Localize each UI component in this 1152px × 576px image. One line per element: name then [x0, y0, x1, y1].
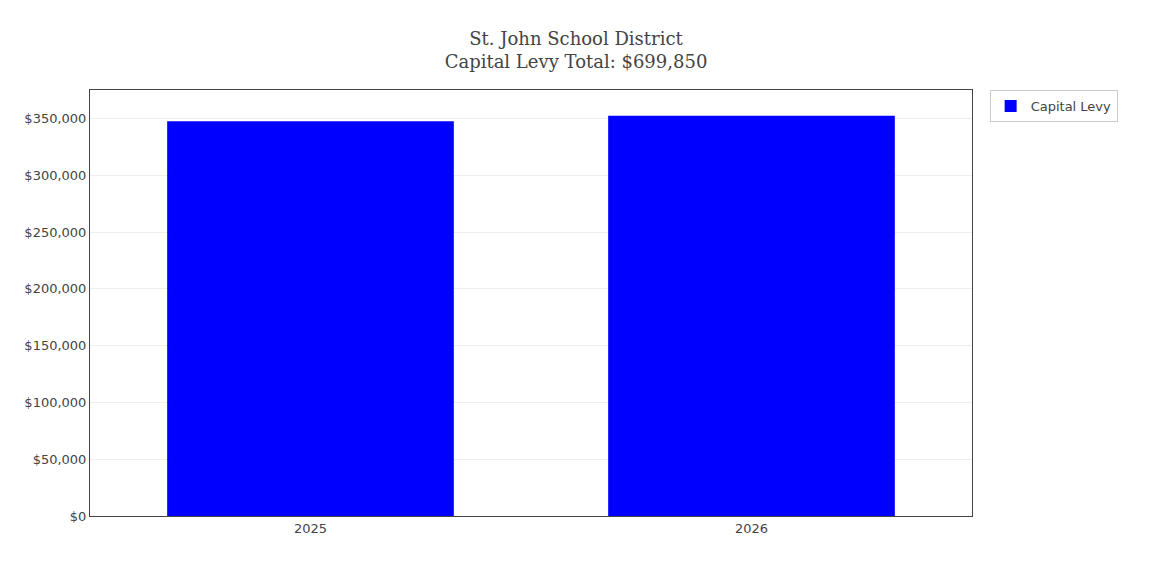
svg-text:$0: $0 — [70, 509, 87, 524]
svg-text:2026: 2026 — [735, 521, 768, 536]
svg-text:$200,000: $200,000 — [24, 281, 86, 296]
svg-text:Capital Levy: Capital Levy — [1031, 99, 1111, 114]
svg-text:$50,000: $50,000 — [33, 452, 87, 467]
svg-text:2025: 2025 — [294, 521, 327, 536]
svg-text:$250,000: $250,000 — [24, 225, 86, 240]
svg-text:$150,000: $150,000 — [24, 338, 86, 353]
svg-text:St. John School DistrictCapita: St. John School DistrictCapital Levy Tot… — [445, 28, 708, 72]
svg-text:$100,000: $100,000 — [24, 395, 86, 410]
svg-text:$300,000: $300,000 — [24, 168, 86, 183]
svg-text:$350,000: $350,000 — [24, 111, 86, 126]
